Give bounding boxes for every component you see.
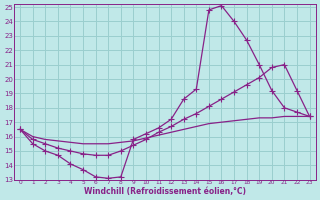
X-axis label: Windchill (Refroidissement éolien,°C): Windchill (Refroidissement éolien,°C) <box>84 187 246 196</box>
